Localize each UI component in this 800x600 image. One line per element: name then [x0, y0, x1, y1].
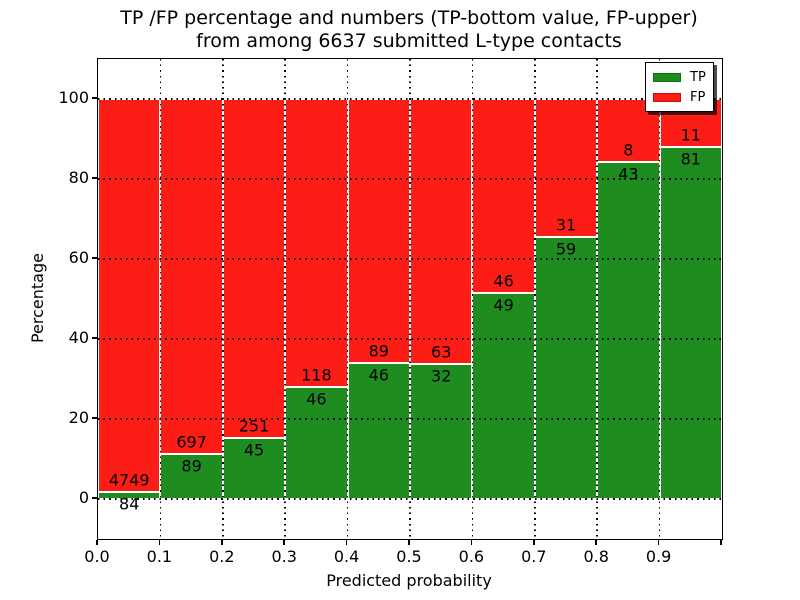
x-tick-label: 0.9 [645, 547, 672, 566]
y-tick-label: 80 [68, 168, 89, 187]
bar-count-label-tp: 59 [555, 239, 577, 259]
bar-count-label-fp: 251 [238, 416, 270, 436]
y-axis-tick [92, 97, 97, 99]
x-axis-tick [720, 539, 722, 545]
x-axis-tick [283, 539, 285, 545]
gridline-vertical [534, 59, 536, 539]
gridline-vertical [222, 59, 224, 539]
bar-segment-fp [472, 99, 535, 293]
bar-count-label-tp: 46 [306, 389, 327, 409]
bar-count-label-fp: 46 [493, 271, 514, 291]
bar-segment-tp [597, 161, 660, 499]
bar-segment-fp [534, 99, 598, 237]
x-axis-tick [408, 539, 410, 545]
x-tick-label: 0.6 [458, 547, 485, 566]
x-tick-label: 0.7 [521, 547, 547, 566]
x-tick-label: 0.4 [333, 547, 360, 566]
legend-entry-tp: TP [653, 67, 706, 87]
x-tick-label: 0.0 [84, 547, 110, 566]
chart-title-line-2: from among 6637 submitted L-type contact… [196, 30, 622, 52]
gridline-vertical [409, 59, 411, 539]
x-tick-label: 0.1 [146, 547, 173, 566]
bar-count-label-tp: 49 [493, 295, 514, 315]
fp-color-swatch-icon [653, 92, 681, 102]
y-axis-title: Percentage [28, 253, 47, 344]
bar-segment-tp [659, 146, 722, 499]
gridline-vertical [658, 59, 661, 539]
gridline-vertical [346, 59, 349, 539]
chart-title-line-1: TP /FP percentage and numbers (TP-bottom… [120, 7, 698, 29]
bar-count-label-fp: 697 [176, 432, 207, 452]
x-axis-tick [595, 539, 597, 545]
bar-count-label-fp: 31 [555, 215, 577, 235]
x-axis-tick [221, 539, 223, 545]
legend: TP FP [645, 62, 714, 112]
x-axis-tick [657, 539, 660, 545]
y-axis-tick [92, 337, 97, 339]
y-tick-label: 20 [68, 408, 89, 427]
y-axis-tick [92, 177, 97, 179]
bar-count-label-tp: 43 [618, 164, 639, 184]
y-tick-label: 40 [68, 328, 89, 347]
gridline-vertical [471, 59, 474, 539]
bar-count-label-fp: 118 [301, 365, 332, 385]
y-tick-label: 60 [68, 248, 89, 267]
x-tick-label: 0.8 [583, 547, 609, 566]
bar-count-label-tp: 32 [431, 366, 452, 386]
bar-count-label-fp: 11 [680, 125, 701, 145]
bar-segment-fp [98, 99, 161, 493]
x-tick-label: 0.5 [396, 547, 422, 566]
bar-count-label-fp: 63 [431, 342, 452, 362]
gridline-vertical [159, 59, 162, 539]
tp-color-swatch-icon [653, 72, 681, 82]
bar-segment-tp [534, 236, 598, 499]
y-tick-label: 100 [58, 88, 89, 107]
bar-count-label-tp: 81 [680, 149, 701, 169]
bar-count-label-tp: 89 [181, 456, 202, 476]
bar-segment-fp [285, 99, 348, 387]
y-axis-tick [92, 417, 97, 419]
y-tick-label: 0 [78, 488, 89, 507]
y-axis-tick [92, 257, 97, 259]
x-axis-tick [533, 539, 535, 545]
x-tick-label: 0.2 [209, 547, 235, 566]
legend-label-fp: FP [690, 89, 706, 105]
bar-segment-fp [410, 99, 473, 365]
x-tick-label: 0.3 [271, 547, 297, 566]
x-axis-tick [158, 539, 161, 545]
gridline-vertical [596, 59, 598, 539]
bar-count-label-tp: 46 [368, 365, 389, 385]
bar-count-label-fp: 4749 [108, 470, 150, 490]
y-axis-tick [92, 497, 97, 499]
x-axis-tick [470, 539, 473, 545]
x-axis-tick [96, 539, 98, 545]
plot-area: 4749 84 697 89 251 45 118 46 89 46 63 32 46 49 31 59 8 43… [97, 58, 723, 540]
legend-label-tp: TP [690, 69, 706, 85]
bar-count-label-fp: 89 [368, 341, 389, 361]
bar-count-label-tp: 84 [119, 494, 140, 514]
bar-count-label-fp: 8 [623, 140, 634, 160]
bar-count-label-tp: 45 [243, 440, 265, 460]
x-axis-tick [345, 539, 348, 545]
legend-entry-fp: FP [653, 87, 706, 107]
bar-segment-fp [160, 99, 223, 454]
bar-segment-fp [347, 99, 410, 363]
gridline-vertical [284, 59, 286, 539]
bar-segment-fp [222, 99, 286, 439]
x-axis-title: Predicted probability [326, 571, 492, 590]
bar-segment-tp [472, 292, 535, 499]
